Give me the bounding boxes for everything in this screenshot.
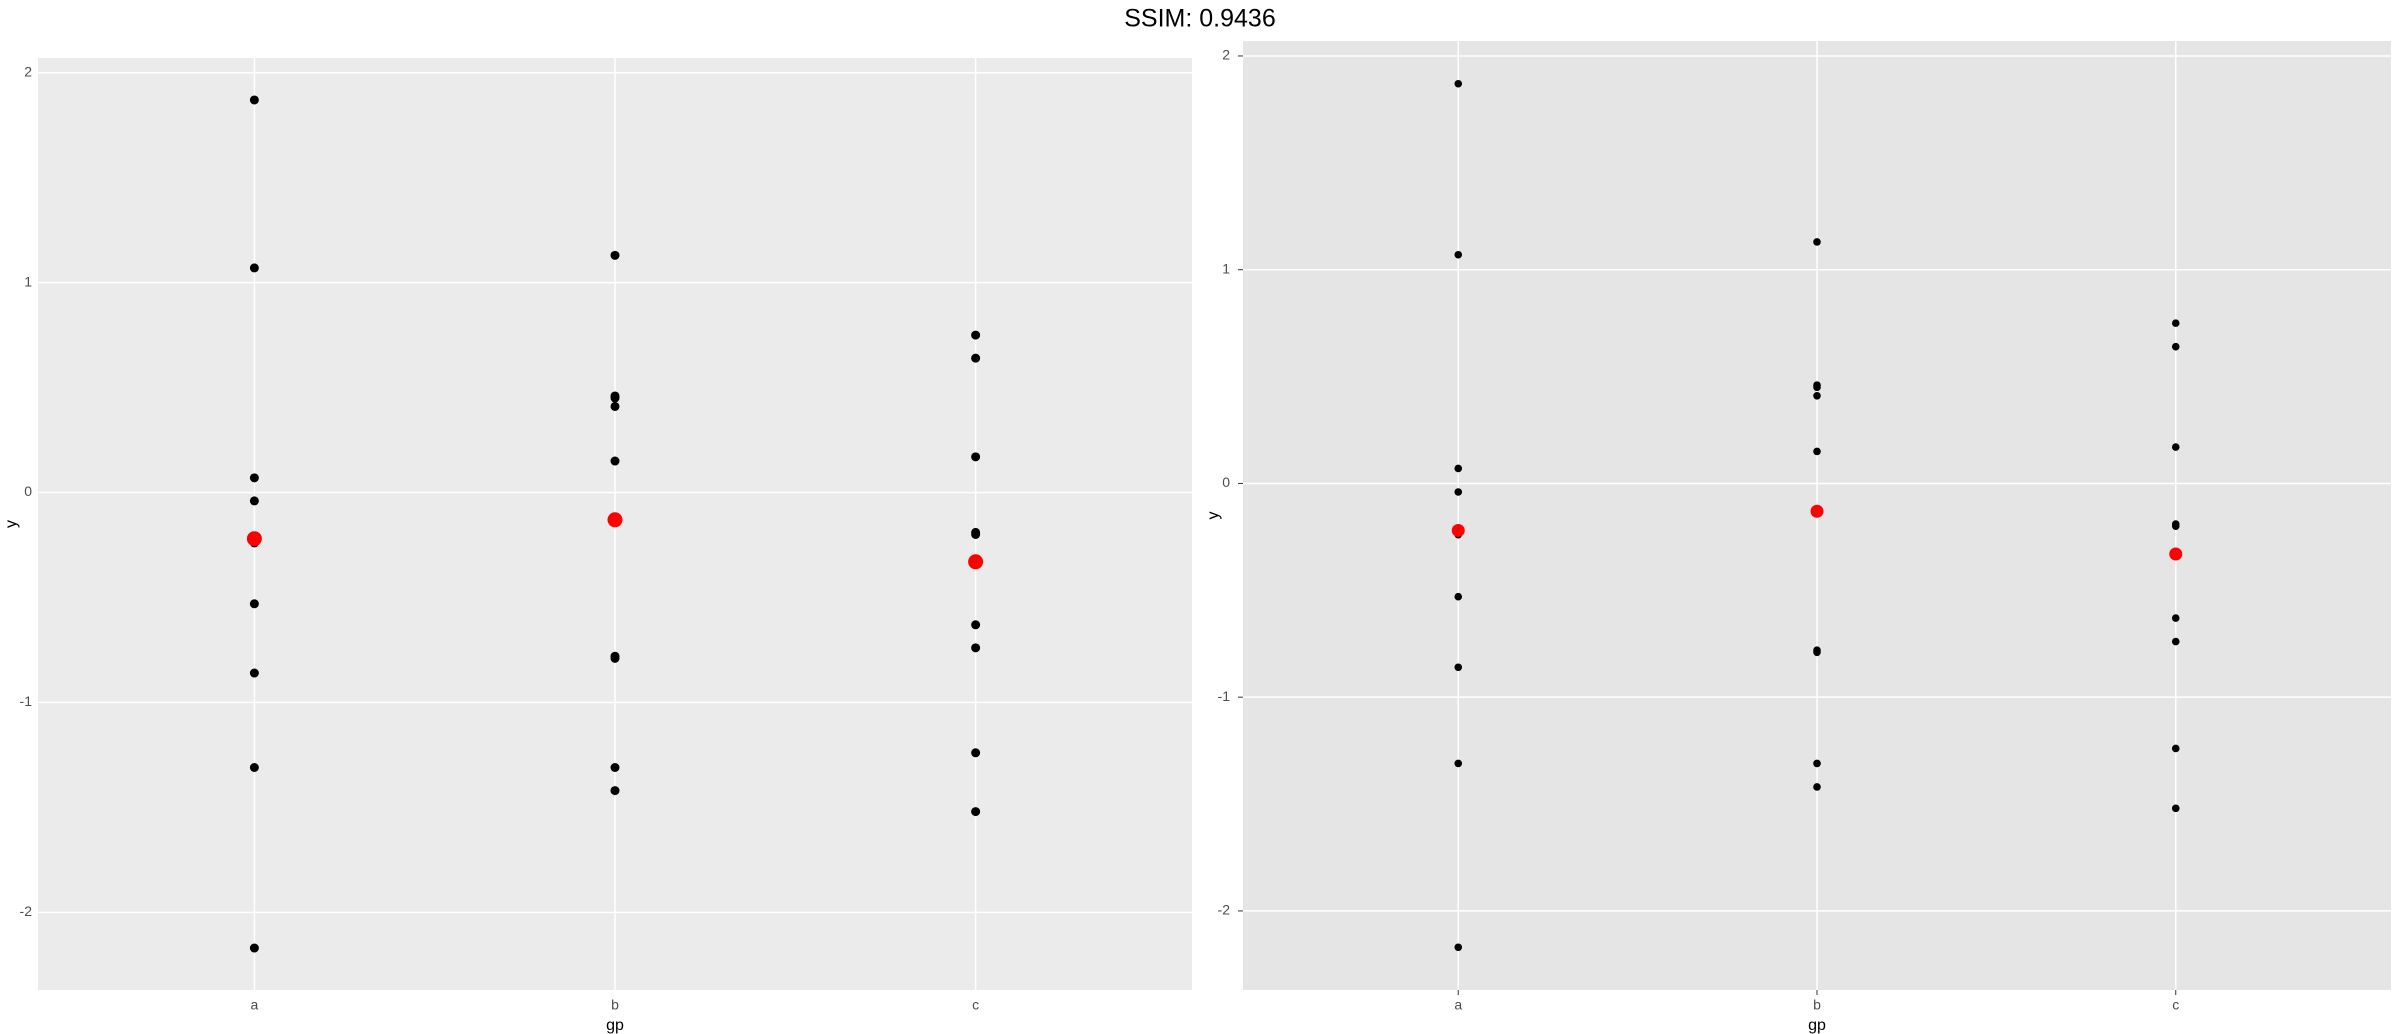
point (971, 748, 981, 758)
point (2171, 522, 2180, 530)
x-tick-label: a (1454, 997, 1462, 1013)
point (1810, 504, 1824, 518)
point (1813, 392, 1821, 400)
point (1813, 447, 1821, 456)
point (971, 807, 981, 817)
point (2171, 637, 2180, 646)
point (968, 554, 984, 570)
point (971, 452, 981, 462)
point (1454, 464, 1463, 473)
point (2171, 614, 2180, 622)
point (971, 353, 981, 363)
point (607, 512, 623, 528)
y-tick-label: -2 (1218, 902, 1231, 918)
point (249, 496, 259, 506)
point (971, 330, 981, 340)
point (2171, 342, 2180, 351)
point (2171, 319, 2180, 327)
y-tick-label: -2 (20, 903, 33, 919)
point (1454, 592, 1463, 601)
x-tick-label: c (972, 997, 979, 1013)
point (249, 762, 259, 772)
point (1454, 943, 1463, 952)
x-tick-label: b (611, 997, 619, 1013)
point (1813, 383, 1821, 392)
point (2169, 547, 2183, 561)
point (610, 456, 620, 466)
point (1454, 79, 1463, 88)
point (971, 643, 981, 653)
point (1454, 488, 1463, 496)
point (1451, 523, 1465, 537)
point (249, 943, 259, 953)
y-tick-label: 0 (1222, 474, 1230, 490)
point (1813, 648, 1821, 657)
y-tick-label: 2 (24, 63, 32, 79)
point (249, 473, 259, 483)
point (610, 401, 620, 411)
y-tick-label: -1 (20, 693, 33, 709)
point (1454, 663, 1463, 672)
point (1813, 783, 1821, 791)
point (1454, 759, 1463, 768)
y-tick-label: 0 (24, 483, 32, 499)
point (610, 786, 620, 796)
x-axis-title: gp (1808, 1017, 1826, 1034)
point (249, 668, 259, 678)
point (610, 653, 620, 663)
point (249, 263, 259, 273)
x-axis-title: gp (606, 1017, 624, 1034)
point (610, 762, 620, 772)
y-axis-title: y (3, 520, 20, 528)
y-tick-label: 2 (1222, 47, 1230, 63)
point (971, 529, 981, 539)
point (2171, 744, 2180, 753)
point (610, 393, 620, 403)
y-tick-label: -1 (1218, 688, 1231, 704)
y-tick-label: 1 (24, 273, 32, 289)
y-tick-label: 1 (1222, 260, 1230, 276)
y-axis-title: y (1205, 512, 1222, 520)
point (2171, 443, 2180, 451)
point (1813, 759, 1821, 768)
point (246, 531, 262, 547)
point (610, 250, 620, 260)
point (1813, 238, 1821, 246)
x-tick-label: a (250, 997, 258, 1013)
point (2171, 804, 2180, 813)
point (249, 95, 259, 105)
point (971, 620, 981, 630)
point (1454, 250, 1463, 259)
x-tick-label: b (1813, 997, 1821, 1013)
x-tick-label: c (2172, 997, 2179, 1013)
page-title: SSIM: 0.9436 (1124, 5, 1275, 33)
point (249, 599, 259, 609)
